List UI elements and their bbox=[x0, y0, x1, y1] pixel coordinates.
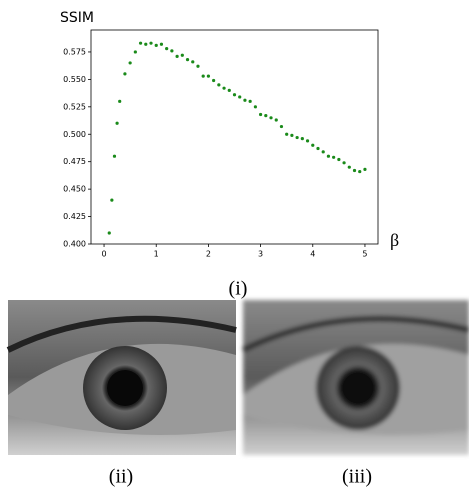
point bbox=[165, 47, 169, 51]
eye-image-noisy bbox=[6, 300, 237, 455]
caption: (i) bbox=[229, 278, 248, 300]
y-tick-label: 0.525 bbox=[63, 102, 86, 111]
y-tick-label: 0.575 bbox=[63, 47, 86, 56]
point bbox=[191, 60, 195, 64]
point bbox=[342, 161, 346, 165]
point bbox=[274, 118, 278, 122]
point bbox=[332, 155, 336, 159]
y-tick-label: 0.550 bbox=[63, 75, 86, 84]
x-tick-label: 5 bbox=[362, 250, 367, 259]
plot-frame bbox=[90, 29, 379, 245]
y-tick-label: 0.425 bbox=[63, 212, 86, 221]
point bbox=[185, 58, 190, 62]
point bbox=[264, 114, 268, 118]
point bbox=[115, 121, 119, 125]
y-tick-label: 0.400 bbox=[63, 240, 86, 249]
point bbox=[123, 72, 127, 76]
point bbox=[227, 88, 231, 92]
point bbox=[107, 231, 111, 235]
point bbox=[149, 41, 153, 45]
point bbox=[138, 41, 143, 45]
point bbox=[232, 93, 237, 97]
point bbox=[258, 112, 263, 117]
x-tick-label: 4 bbox=[310, 250, 315, 259]
point bbox=[290, 133, 294, 137]
point bbox=[285, 132, 289, 136]
eye-image-denoised bbox=[241, 300, 469, 455]
point bbox=[222, 86, 226, 90]
point bbox=[196, 64, 200, 68]
point bbox=[175, 54, 179, 58]
point bbox=[112, 154, 117, 158]
x-tick-label: 1 bbox=[154, 250, 159, 259]
point bbox=[316, 146, 320, 151]
y-tick-label: 0.450 bbox=[63, 185, 86, 194]
x-tick-label: 2 bbox=[206, 250, 211, 259]
point bbox=[358, 169, 362, 174]
point bbox=[118, 99, 122, 103]
point bbox=[321, 150, 325, 154]
point bbox=[253, 105, 257, 109]
point bbox=[238, 95, 242, 99]
point bbox=[133, 50, 137, 54]
caption: (iii) bbox=[342, 466, 372, 488]
x-tick-label: 0 bbox=[101, 250, 106, 259]
point bbox=[212, 78, 216, 83]
y-axis-label: SSIM bbox=[60, 10, 94, 26]
y-tick-label: 0.475 bbox=[63, 157, 86, 166]
x-axis-label: β bbox=[390, 230, 399, 250]
point bbox=[159, 42, 164, 46]
point bbox=[311, 143, 315, 147]
point bbox=[201, 74, 205, 78]
point bbox=[170, 49, 174, 53]
point bbox=[217, 83, 221, 87]
point bbox=[128, 61, 132, 65]
point bbox=[206, 74, 211, 78]
point bbox=[352, 168, 357, 173]
point bbox=[180, 53, 184, 57]
point bbox=[269, 116, 273, 120]
point bbox=[363, 167, 367, 171]
caption: (ii) bbox=[109, 466, 133, 488]
point bbox=[347, 165, 351, 169]
point bbox=[305, 139, 310, 143]
point bbox=[337, 157, 341, 162]
point bbox=[326, 154, 331, 158]
point bbox=[300, 137, 304, 141]
point bbox=[295, 135, 299, 140]
x-tick-label: 3 bbox=[258, 250, 263, 259]
point bbox=[243, 98, 247, 102]
point bbox=[110, 198, 114, 202]
y-tick-label: 0.500 bbox=[63, 130, 86, 139]
point bbox=[279, 124, 284, 129]
point bbox=[144, 42, 148, 46]
point bbox=[154, 43, 158, 47]
point bbox=[248, 99, 252, 103]
